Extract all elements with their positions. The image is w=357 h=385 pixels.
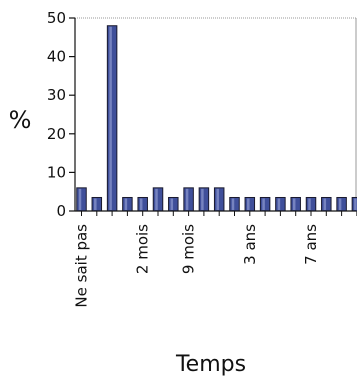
bar (260, 197, 270, 211)
x-tick-label: 2 mois (134, 224, 152, 274)
y-tick-label: 0 (56, 202, 66, 220)
bar (291, 197, 301, 211)
bar (230, 197, 240, 211)
bar (77, 188, 87, 211)
bar-highlight (324, 198, 327, 210)
x-tick-label: Ne sait pas (73, 224, 91, 308)
bar (123, 197, 132, 211)
bars-group (77, 26, 357, 211)
y-tick-label: 40 (47, 48, 66, 66)
bar (199, 188, 209, 211)
bar (169, 197, 179, 211)
bar-highlight (262, 198, 265, 210)
bar (153, 188, 163, 211)
bar-highlight (308, 198, 311, 210)
bar (322, 197, 332, 211)
bar (92, 197, 102, 211)
y-tick-label: 10 (47, 163, 66, 181)
y-tick-label: 30 (47, 86, 66, 104)
bar-highlight (140, 198, 143, 210)
bar-highlight (216, 189, 219, 210)
bar-highlight (201, 189, 204, 210)
bar-highlight (79, 189, 82, 210)
bar-highlight (155, 189, 158, 210)
bar-highlight (232, 198, 235, 210)
x-tick-label: 3 ans (241, 224, 259, 265)
bar-highlight (278, 198, 281, 210)
bar (337, 197, 347, 211)
bar (306, 197, 316, 211)
bar-highlight (339, 198, 342, 210)
y-axis-title: % (9, 106, 32, 134)
bar-highlight (109, 27, 112, 210)
y-tick-label: 50 (47, 9, 66, 27)
bar (214, 188, 224, 211)
bar-highlight (94, 198, 97, 210)
bar (276, 197, 286, 211)
x-tick-label: 9 mois (180, 224, 198, 274)
bar-highlight (171, 198, 174, 210)
y-tick-label: 20 (47, 125, 66, 143)
bar-highlight (293, 198, 296, 210)
bar (184, 188, 194, 211)
bar-highlight (354, 198, 357, 210)
bar (138, 197, 148, 211)
x-axis-title: Temps (175, 352, 246, 377)
bar-highlight (125, 198, 128, 210)
bar-highlight (186, 189, 189, 210)
y-axis: 0 10 20 30 40 50 (47, 9, 75, 220)
bar (245, 197, 255, 211)
bar-highlight (247, 198, 250, 210)
x-tick-label: 7 ans (302, 224, 320, 265)
bar (107, 26, 117, 211)
